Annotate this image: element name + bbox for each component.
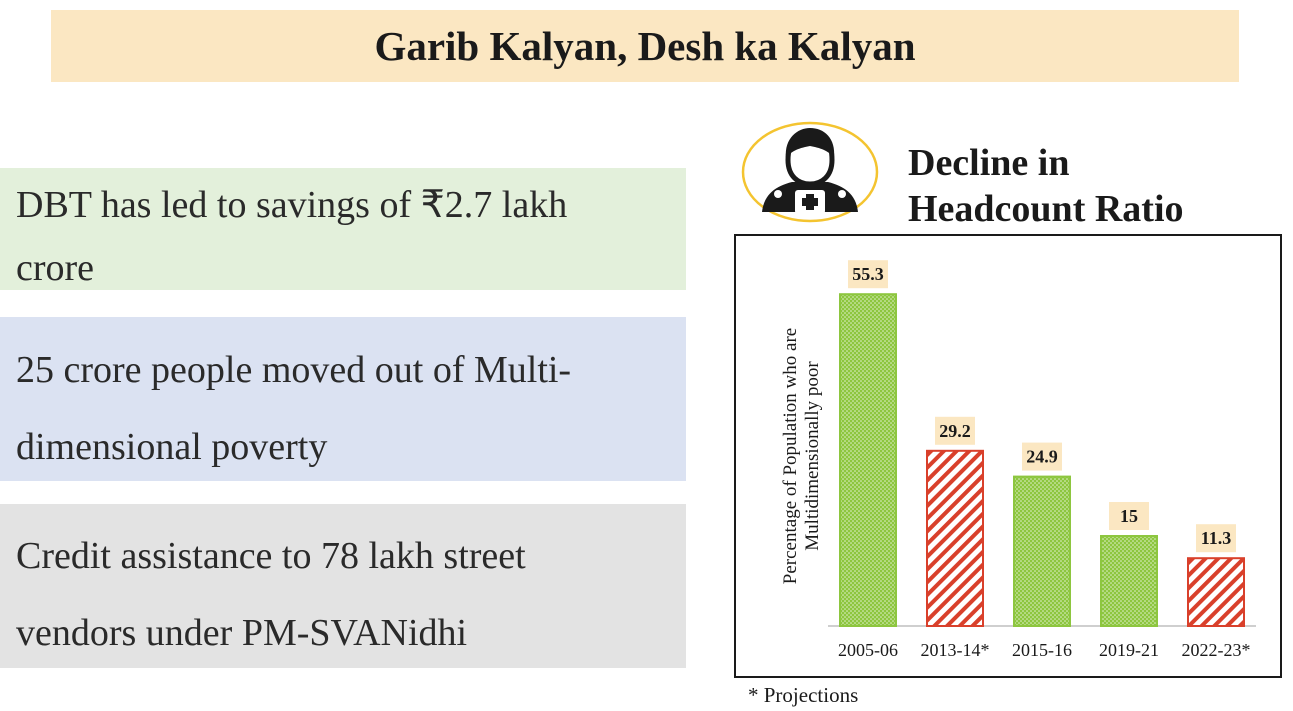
bar-chart: Percentage of Population who areMultidim… <box>734 234 1282 678</box>
x-tick-label: 2005-06 <box>838 640 898 660</box>
footnote: * Projections <box>748 683 859 707</box>
x-tick-label: 2019-21 <box>1099 640 1159 660</box>
data-label-bg <box>1109 502 1149 530</box>
data-label-bg <box>935 416 975 445</box>
card-poverty: 25 crore people moved out of Multi- dime… <box>0 317 686 481</box>
card-dbt-savings: DBT has led to savings of ₹2.7 lakh cror… <box>0 168 686 290</box>
doctor-icon <box>740 120 880 224</box>
x-tick-label: 2015-16 <box>1012 640 1072 660</box>
card-text-line-2: vendors under PM-SVANidhi <box>16 612 468 654</box>
card-text-line-2: crore <box>16 247 95 289</box>
y-axis-label: Percentage of Population who areMultidim… <box>780 328 823 584</box>
data-label: 15 <box>1120 506 1138 526</box>
page-title: Garib Kalyan, Desh ka Kalyan <box>374 23 916 69</box>
bar-2013-14* <box>926 449 984 627</box>
title-banner: Garib Kalyan, Desh ka Kalyan <box>51 10 1239 82</box>
chart-heading-line-1: Decline in <box>908 142 1070 184</box>
chart-heading: Decline in Headcount Ratio <box>908 140 1288 232</box>
x-tick-label: 2013-14* <box>921 640 990 660</box>
data-label-bg <box>848 260 888 289</box>
chart-heading-line-2: Headcount Ratio <box>908 188 1184 230</box>
card-street-vendors: Credit assistance to 78 lakh street vend… <box>0 504 686 668</box>
data-label: 11.3 <box>1201 528 1232 548</box>
data-label: 29.2 <box>939 421 971 441</box>
card-text-line-2: dimensional poverty <box>16 426 328 468</box>
bar-2015-16 <box>1013 475 1071 627</box>
card-text-line-1: 25 crore people moved out of Multi- <box>16 349 572 391</box>
bar-2022-23* <box>1187 557 1245 628</box>
bar-2005-06 <box>839 293 897 627</box>
data-label-bg <box>1196 524 1236 553</box>
x-tick-label: 2022-23* <box>1182 640 1251 660</box>
data-label: 55.3 <box>852 264 884 284</box>
bar-chart-svg: Percentage of Population who areMultidim… <box>780 260 1256 660</box>
bar-2019-21 <box>1100 535 1158 627</box>
card-text-line-1: DBT has led to savings of ₹2.7 lakh <box>16 184 568 226</box>
data-label: 24.9 <box>1026 447 1058 467</box>
data-label-bg <box>1022 442 1062 471</box>
card-text-line-1: Credit assistance to 78 lakh street <box>16 535 526 577</box>
